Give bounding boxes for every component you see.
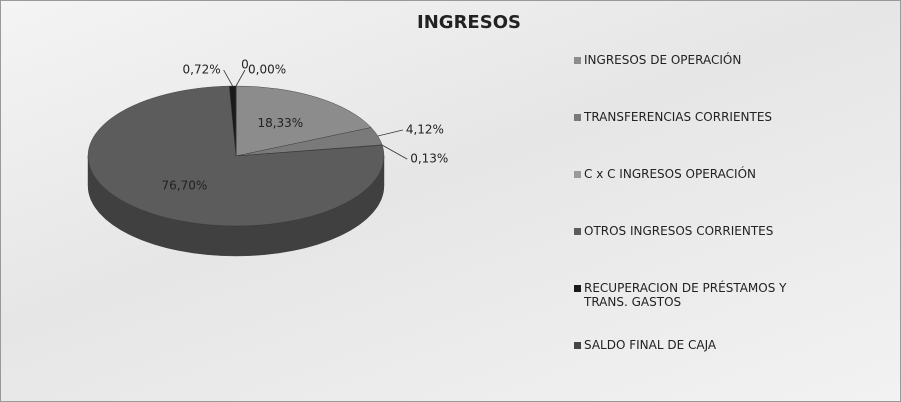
legend-label: C x C INGRESOS OPERACIÓN <box>584 167 756 181</box>
slice <box>235 85 372 157</box>
slice <box>87 85 385 227</box>
legend-item: OTROS INGRESOS CORRIENTES <box>574 224 804 281</box>
legend-label: OTROS INGRESOS CORRIENTES <box>584 224 774 238</box>
data-label: 4,12% <box>406 123 444 137</box>
data-label: 76,70% <box>162 178 208 192</box>
legend-swatch <box>574 228 581 235</box>
legend-label: INGRESOS DE OPERACIÓN <box>584 53 742 67</box>
legend-swatch <box>574 285 581 292</box>
data-label: 0,13% <box>410 152 448 166</box>
legend-item: INGRESOS DE OPERACIÓN <box>574 53 804 110</box>
chart-title: INGRESOS <box>417 12 521 33</box>
legend-swatch <box>574 342 581 349</box>
pie-area: INGRESOS 18,33% 4,12% 0,13% 76,70% 0,72% 0,00… <box>87 12 521 257</box>
data-label: 18,33% <box>257 116 303 130</box>
leader-line <box>223 69 234 87</box>
leader-line <box>235 69 246 87</box>
leader-line <box>377 129 403 137</box>
legend-label: SALDO FINAL DE CAJA <box>584 338 717 352</box>
annotation: 0 <box>241 58 249 72</box>
data-label: 0,72% <box>183 63 221 77</box>
legend-label: RECUPERACION DE PRÉSTAMOS Y TRANS. GASTO… <box>584 281 787 309</box>
legend-swatch <box>574 171 581 178</box>
legend-swatch <box>574 114 581 121</box>
legend: INGRESOS DE OPERACIÓN TRANSFERENCIAS CORR… <box>574 53 804 395</box>
legend-item: C x C INGRESOS OPERACIÓN <box>574 167 804 224</box>
data-label: 0,00% <box>248 63 286 77</box>
legend-item: TRANSFERENCIAS CORRIENTES <box>574 110 804 167</box>
legend-label: TRANSFERENCIAS CORRIENTES <box>584 110 773 124</box>
leader-line <box>382 144 408 160</box>
legend-item: RECUPERACION DE PRÉSTAMOS Y TRANS. GASTO… <box>574 281 804 338</box>
legend-item: SALDO FINAL DE CAJA <box>574 338 804 395</box>
legend-swatch <box>574 57 581 64</box>
